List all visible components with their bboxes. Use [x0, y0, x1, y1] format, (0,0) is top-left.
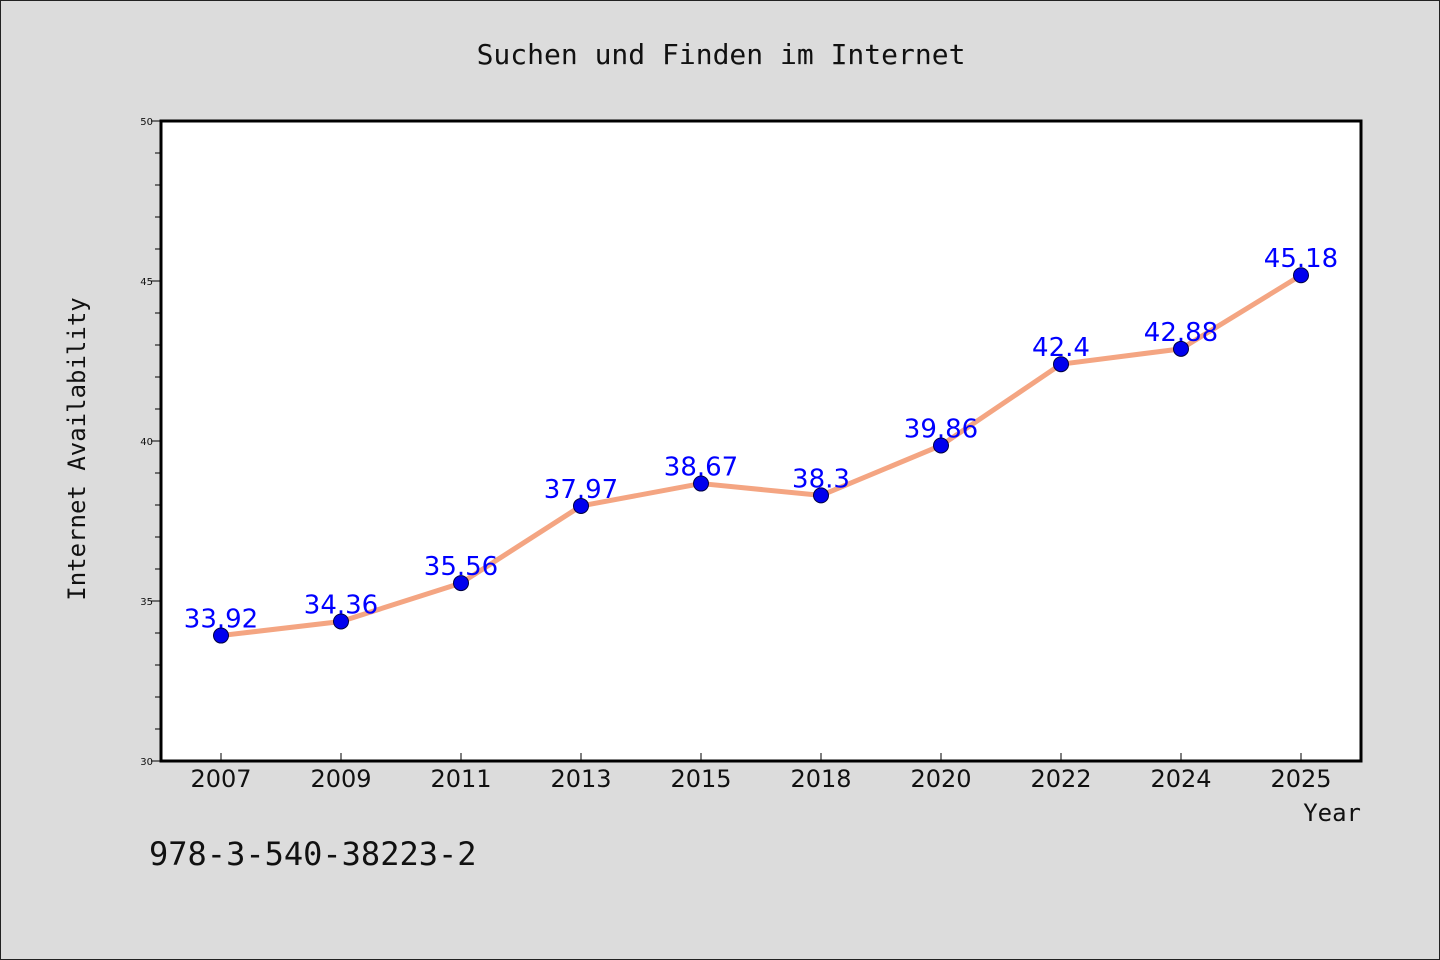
x-tick-label: 2018	[790, 765, 851, 793]
data-point	[453, 575, 469, 592]
x-tick-label: 2025	[1270, 765, 1331, 793]
data-point	[1293, 267, 1309, 284]
x-tick-label: 2013	[550, 765, 611, 793]
isbn-footer: 978-3-540-38223-2	[149, 835, 477, 873]
data-point	[933, 437, 949, 454]
data-label: 39.86	[904, 414, 978, 444]
data-label: 33.92	[184, 605, 258, 635]
data-label: 45.18	[1264, 244, 1338, 274]
y-axis: 30 35 40 45 50	[140, 117, 161, 768]
x-tick-label: 2009	[310, 765, 371, 793]
data-label: 42.4	[1032, 333, 1090, 363]
series-line	[218, 272, 1304, 639]
data-label: 37.97	[544, 475, 618, 505]
y-tick-label: 50	[140, 117, 153, 128]
data-point	[213, 627, 229, 644]
data-label: 34.36	[304, 590, 378, 620]
data-point	[693, 475, 709, 492]
y-axis-label: Internet Availability	[63, 297, 91, 600]
data-label: 42.88	[1144, 318, 1218, 348]
x-axis: 2007 2009 2011 2013 2015 2018 2020 2022 2024 2025	[190, 753, 1332, 793]
x-tick-label: 2024	[1150, 765, 1211, 793]
x-tick-label: 2015	[670, 765, 731, 793]
data-labels: 33.92 34.36 35.56 37.97 38.67 38.3 39.86 42.4 42…	[184, 244, 1338, 634]
x-axis-label: Year	[1303, 799, 1361, 827]
x-tick-label: 2011	[430, 765, 491, 793]
data-label: 38.3	[792, 464, 850, 494]
x-tick-label: 2020	[910, 765, 971, 793]
y-tick-label: 30	[140, 757, 153, 768]
x-tick-label: 2022	[1030, 765, 1091, 793]
data-point	[813, 487, 829, 504]
data-point	[1053, 356, 1069, 373]
chart-title: Suchen und Finden im Internet	[477, 38, 966, 71]
data-label: 38.67	[664, 453, 738, 483]
y-tick-label: 35	[140, 597, 153, 608]
y-tick-label: 40	[140, 437, 153, 448]
data-label: 35.56	[424, 552, 498, 582]
plot-area	[159, 119, 1363, 763]
y-tick-label: 45	[140, 277, 153, 288]
data-point	[333, 613, 349, 630]
data-point	[1173, 340, 1189, 357]
x-tick-label: 2007	[190, 765, 251, 793]
data-point	[573, 497, 589, 514]
data-markers	[213, 267, 1309, 644]
